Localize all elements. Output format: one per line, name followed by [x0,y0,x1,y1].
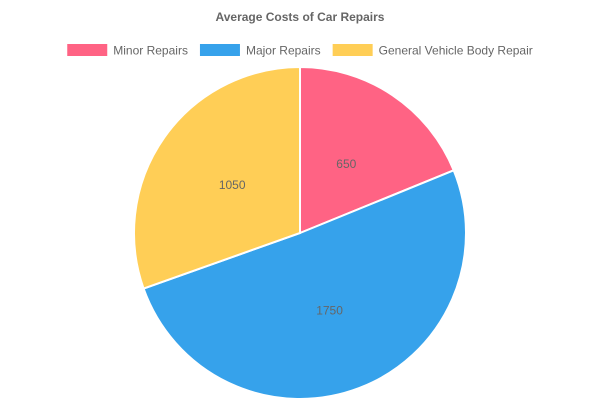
legend: Minor Repairs Major Repairs General Vehicl… [67,44,533,58]
slice-labels: 650 1750 1050 [219,157,357,317]
legend-swatch-major-repairs [199,44,240,56]
pie-slices [133,65,467,400]
legend-item-major-repairs[interactable]: Major Repairs [199,44,321,58]
legend-item-general-vehicle-body-repair[interactable]: General Vehicle Body Repair [332,44,533,58]
legend-label-minor-repairs: Minor Repairs [113,44,188,58]
slice-value-label-general-vehicle-body-repair: 1050 [219,178,246,192]
legend-swatch-minor-repairs [67,44,108,56]
legend-label-general-vehicle-body-repair: General Vehicle Body Repair [379,44,533,58]
slice-value-label-minor-repairs: 650 [336,157,356,171]
pie-slice-general-vehicle-body-repair[interactable] [133,65,301,290]
pie-slice-major-repairs[interactable] [142,169,467,400]
slice-value-label-major-repairs: 1750 [316,304,343,318]
legend-swatch-general-vehicle-body-repair [332,44,373,56]
chart-title: Average Costs of Car Repairs [216,10,385,24]
legend-item-minor-repairs[interactable]: Minor Repairs [67,44,188,58]
legend-label-major-repairs: Major Repairs [246,44,321,58]
pie-slice-minor-repairs[interactable] [299,65,456,235]
